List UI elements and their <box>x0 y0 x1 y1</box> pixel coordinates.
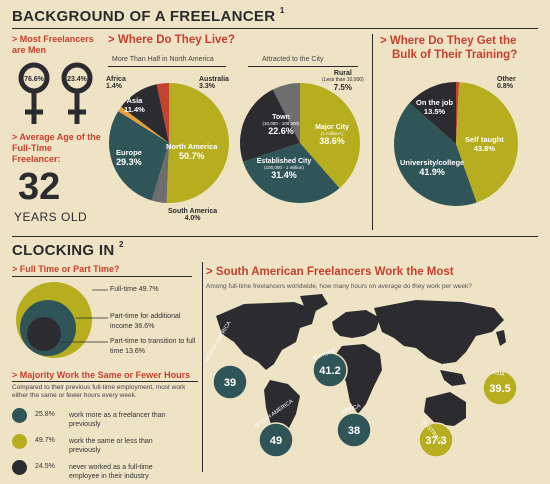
label-north-america: North America 50.7% <box>166 142 218 161</box>
label-major-city: Major City (1 million+) 38.6% <box>315 124 349 146</box>
hours-row-never: 24.5% never worked as a full-time employ… <box>12 460 169 481</box>
parttime-transition-label: Part-time to transition to full time 13.… <box>110 338 196 355</box>
region-name: NORTH AMERICA <box>205 320 233 363</box>
label-australia: Australia 3.3% <box>199 76 229 90</box>
southam-title: > South American Freelancers Work the Mo… <box>206 266 454 278</box>
pie-slice-asia <box>121 84 169 143</box>
pie-slice-africa <box>118 106 169 143</box>
label-established-city: Established City (100,000 - 1 million) 31.… <box>256 158 312 180</box>
page-title: BACKGROUND OF A FREELANCER 1 <box>12 6 285 25</box>
olive-dot <box>12 434 27 449</box>
male-pct: 76.6% <box>24 76 45 83</box>
divider <box>372 34 373 230</box>
divider <box>12 236 538 237</box>
pie-slice-established-city <box>243 143 340 203</box>
pie-slice-australia <box>156 83 169 143</box>
region-bubble-africa <box>336 412 372 448</box>
label-south-america: South America 4.0% <box>168 208 218 222</box>
parttime-transition-circle <box>27 317 61 351</box>
pie-slice-self-taught <box>456 82 518 203</box>
clocking-title: CLOCKING IN 2 <box>12 240 124 259</box>
label-self-taught: Self taught 43.8% <box>465 135 504 153</box>
gender-icons: 76.6% 23.4% <box>18 62 93 124</box>
pie-slice-town <box>240 89 300 162</box>
divider <box>12 276 192 277</box>
row-pct: 25.8% <box>35 411 55 418</box>
male-icon <box>18 62 50 124</box>
female-icon <box>61 62 93 124</box>
region-bubble-asia <box>482 370 518 406</box>
majority-title: > Majority Work the Same or Fewer Hours <box>12 370 191 380</box>
region-bubble-south-america <box>258 422 294 458</box>
training-title: > Where Do They Get the Bulk of Their Tra… <box>380 35 518 61</box>
region-hours: 41.2 <box>319 365 340 377</box>
label-town: Town (10,000 - 100,000) 22.6% <box>262 114 300 136</box>
divider <box>248 66 358 67</box>
region-hours: 39 <box>224 377 236 389</box>
hours-row-same: 49.7% work the same or less than previou… <box>12 434 169 455</box>
label-rural: Rural (Less than 10,000) 7.5% <box>322 70 364 92</box>
pie-slice-europe <box>108 111 169 201</box>
majority-note: Compared to their previous full-time emp… <box>12 384 186 399</box>
divider <box>12 381 198 382</box>
label-europe: Europe 29.3% <box>116 148 142 167</box>
row-text: never worked as a full-time employee in … <box>69 464 153 480</box>
fulltime-label: Full-time 49.7% <box>110 286 159 293</box>
female-pct: 23.4% <box>67 76 88 83</box>
pie-slice-major-city <box>300 83 360 189</box>
fulltime-circles <box>16 282 108 358</box>
age-title: > Average Age of the Full-Time Freelance… <box>12 132 101 164</box>
region-name: ASIA <box>492 370 506 378</box>
fulltime-title: > Full Time or Part Time? <box>12 264 120 274</box>
divider <box>202 262 203 472</box>
row-text: work the same or less than previously <box>69 438 153 454</box>
row-pct: 49.7% <box>35 437 55 444</box>
pie-slice-on-the-job <box>409 82 456 144</box>
pie-slice-south-america <box>151 143 169 203</box>
pie-slice-university-college <box>394 102 477 206</box>
pie-slice-other <box>456 82 460 144</box>
hours-row-more: 25.8% work more as a freelancer than pre… <box>12 408 169 429</box>
label-africa: Africa 1.4% <box>106 76 126 90</box>
teal-dot <box>12 408 27 423</box>
age-unit: YEARS OLD <box>14 210 88 224</box>
southam-note: Among full-time freelancers worldwide, h… <box>206 283 472 290</box>
row-text: work more as a freelancer than previousl… <box>69 412 166 428</box>
live-sub2: Attracted to the City <box>262 56 324 63</box>
pie-slice-rural <box>272 83 300 143</box>
training-pie <box>394 82 518 206</box>
label-asia: Asia 11.4% <box>124 96 145 114</box>
live-title: > Where Do They Live? <box>108 34 235 46</box>
region-hours: 38 <box>348 425 360 437</box>
label-university: University/college 41.9% <box>400 158 465 177</box>
region-bubble-australia <box>418 422 454 458</box>
region-hours: 39.5 <box>489 383 510 395</box>
row-pct: 24.5% <box>35 463 55 470</box>
divider <box>108 66 226 67</box>
city-pie <box>240 83 360 203</box>
region-hours: 37.3 <box>425 435 446 447</box>
age-value: 32 <box>18 166 61 208</box>
live-sub1: More Than Half in North America <box>112 56 214 63</box>
men-title: > Most Freelancers are Men <box>12 34 94 55</box>
divider <box>12 28 538 29</box>
dark-dot <box>12 460 27 475</box>
region-hours: 49 <box>270 435 282 447</box>
region-pie <box>108 83 229 203</box>
region-bubble-europe <box>312 352 348 388</box>
pie-slice-north-america <box>166 83 229 203</box>
parttime-income-label: Part-time for additional income 36.6% <box>110 313 181 330</box>
label-other: Other 0.8% <box>497 76 516 90</box>
label-on-the-job: On the job 13.5% <box>416 98 454 116</box>
region-bubble-north-america <box>212 364 248 400</box>
